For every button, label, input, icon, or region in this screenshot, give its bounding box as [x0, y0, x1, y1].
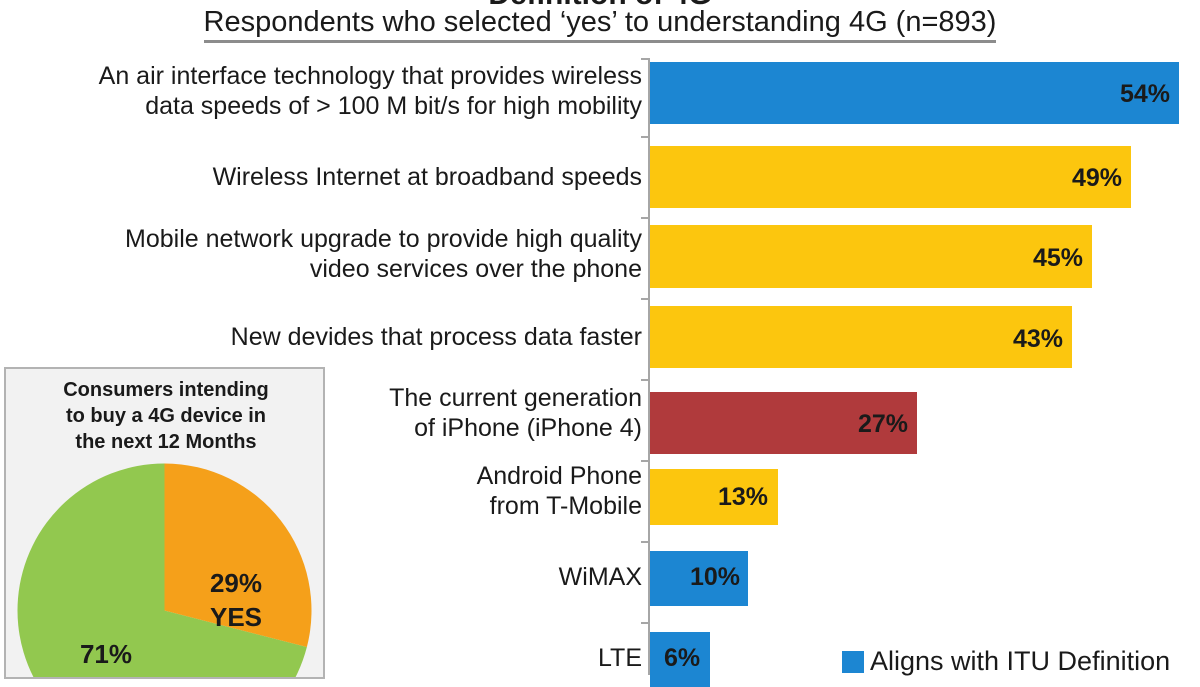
- bar-3: [650, 225, 1092, 288]
- bar-value-label: 10%: [690, 563, 741, 591]
- bar-value-label: 54%: [1120, 80, 1171, 108]
- bar-category-label: New devides that process data faster: [0, 322, 642, 352]
- axis-tick: [641, 136, 648, 138]
- pie-title-line-2: to buy a 4G device in: [65, 405, 267, 427]
- bar-category-label-line: video services over the phone: [309, 255, 642, 283]
- bar-5: [650, 392, 917, 454]
- axis-tick: [641, 460, 648, 462]
- chart-legend: Aligns with ITU Definition: [842, 648, 1170, 675]
- pie-chart-graphic: [17, 463, 312, 677]
- bar-category-label: Wireless Internet at broadband speeds: [0, 162, 642, 192]
- bar-category-label: WiMAX: [0, 562, 642, 592]
- bar-category-label: The current generation of iPhone (iPhone …: [0, 383, 642, 443]
- pie-chart-title: Consumers intending to buy a 4G device i…: [16, 377, 316, 455]
- bar-category-label-line: Android Phone: [476, 462, 642, 490]
- axis-tick: [641, 298, 648, 300]
- bar-category-label: LTE: [0, 643, 642, 673]
- legend-swatch-blue: [842, 650, 864, 673]
- bar-value-label: 13%: [718, 483, 769, 511]
- pie-slice-no: [17, 463, 307, 677]
- bar-value-label: 27%: [858, 410, 909, 438]
- bar-category-label-line: WiMAX: [558, 563, 642, 591]
- pie-label-yes-value: 29%: [209, 568, 263, 598]
- axis-tick: [641, 217, 648, 219]
- bar-category-label-line: An air interface technology that provide…: [98, 62, 642, 90]
- bar-1: [650, 62, 1179, 124]
- bar-category-label-line: from T-Mobile: [489, 492, 642, 520]
- pie-title-line-3: the next 12 Months: [75, 431, 257, 453]
- bar-category-label-line: of iPhone (iPhone 4): [414, 414, 642, 442]
- bar-category-label-line: The current generation: [389, 384, 642, 412]
- bar-category-label-line: Mobile network upgrade to provide high q…: [125, 225, 642, 253]
- bar-7: [650, 551, 748, 606]
- axis-tick: [641, 379, 648, 381]
- bar-category-label-line: data speeds of > 100 M bit/s for high mo…: [145, 92, 642, 120]
- bar-category-label-line: LTE: [598, 644, 642, 672]
- pie-slice-yes: [164, 463, 312, 648]
- pie-label-yes: 29% YES: [176, 566, 296, 634]
- bar-2: [650, 146, 1131, 208]
- pie-title-line-1: Consumers intending: [63, 379, 269, 401]
- bar-value-label: 43%: [1013, 325, 1064, 353]
- pie-label-yes-word: YES: [209, 602, 263, 632]
- bar-4: [650, 306, 1072, 368]
- axis-tick: [641, 622, 648, 624]
- bar-category-label: Mobile network upgrade to provide high q…: [0, 224, 642, 284]
- bar-category-label-line: New devides that process data faster: [230, 323, 642, 351]
- axis-tick: [641, 58, 648, 60]
- bar-category-label: An air interface technology that provide…: [0, 61, 642, 121]
- chart-subtitle-text: Respondents who selected ‘yes’ to unders…: [203, 6, 997, 43]
- legend-label: Aligns with ITU Definition: [870, 646, 1171, 676]
- category-axis-line: [648, 58, 650, 675]
- bar-value-label: 45%: [1033, 244, 1084, 272]
- chart-subtitle: Respondents who selected ‘yes’ to unders…: [0, 6, 1200, 43]
- bar-category-label-line: Wireless Internet at broadband speeds: [212, 163, 642, 191]
- bar-6: [650, 469, 778, 525]
- bar-chart: An air interface technology that provide…: [0, 52, 1200, 687]
- pie-svg: [17, 463, 312, 677]
- bar-value-label: 6%: [664, 644, 701, 672]
- pie-chart-panel: Consumers intending to buy a 4G device i…: [4, 367, 325, 679]
- axis-tick: [641, 541, 648, 543]
- bar-value-label: 49%: [1072, 164, 1123, 192]
- bar-category-label: Android Phone from T-Mobile: [0, 461, 642, 521]
- page-title: Definition of 4G: [0, 0, 1200, 12]
- pie-label-no: 71%: [79, 639, 133, 669]
